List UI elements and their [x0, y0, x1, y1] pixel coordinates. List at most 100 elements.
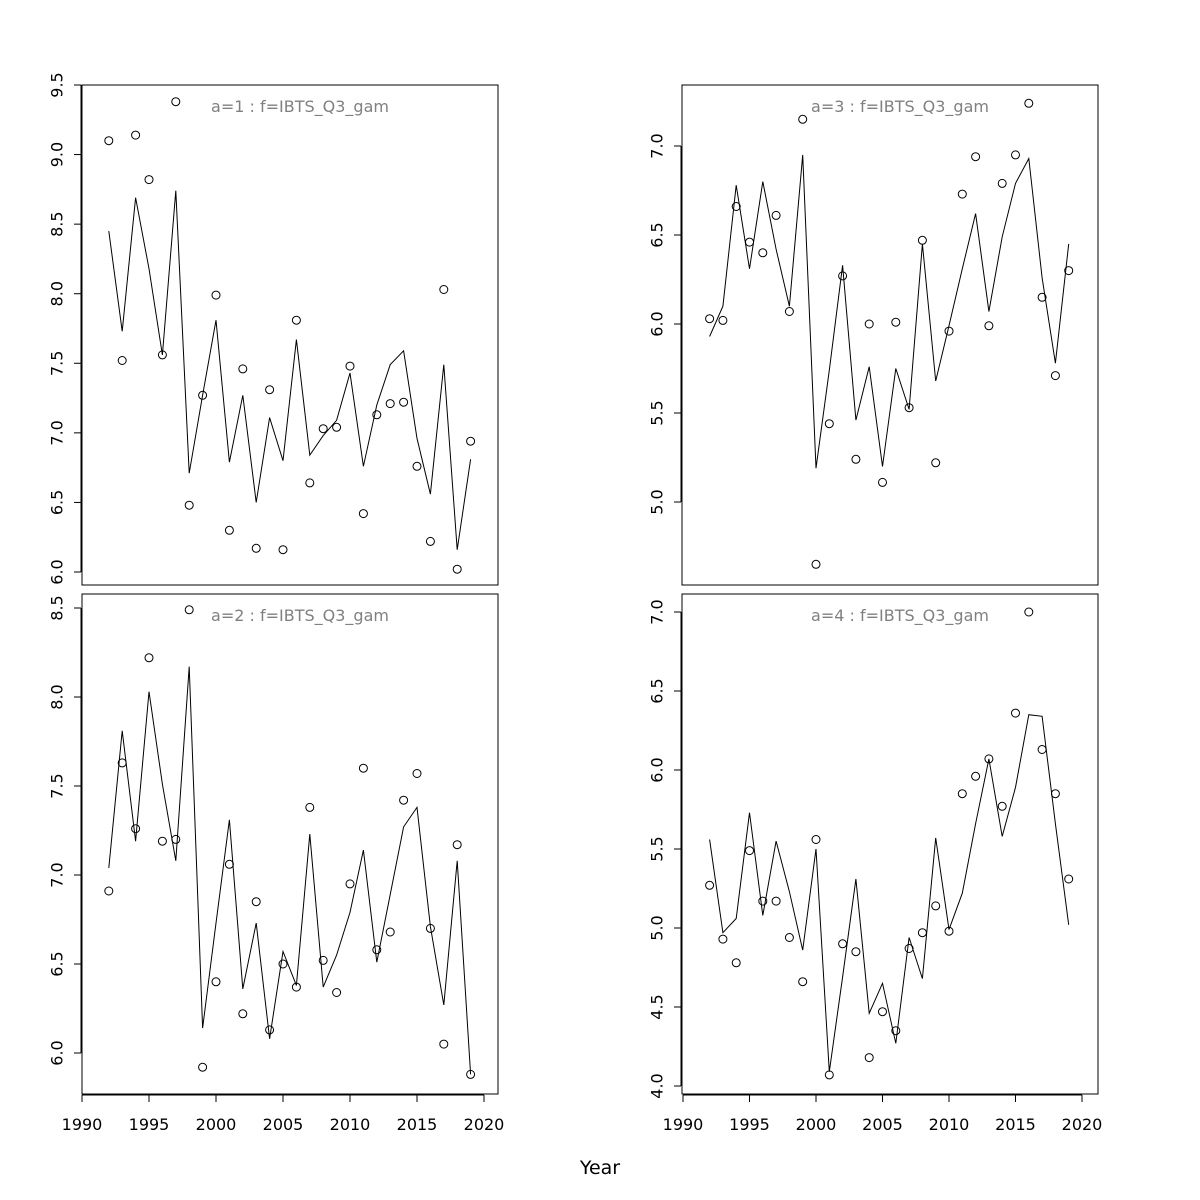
fitted-line	[108, 666, 472, 1075]
observed-point	[878, 1007, 887, 1017]
observed-point	[705, 314, 715, 324]
observed-point	[251, 897, 261, 907]
observed-point	[798, 977, 808, 987]
panel-title: a=3 : f=IBTS_Q3_gam	[811, 97, 989, 117]
x-tick-label: 1995	[729, 1115, 770, 1134]
observed-point	[771, 210, 781, 220]
observed-point	[838, 271, 848, 281]
observed-point	[1050, 371, 1060, 381]
observed-point	[278, 545, 288, 555]
observed-point	[385, 399, 395, 409]
panel-a2: a=2 : f=IBTS_Q3_gam 6.0 6.5 7.0 7.5 8.0 8.5	[48, 593, 499, 1095]
observed-point	[891, 317, 901, 327]
y-tick-label: 5.0	[648, 489, 667, 514]
observed-point	[1064, 266, 1074, 276]
y-tick-label: 7.5	[48, 351, 67, 376]
observed-point	[1011, 150, 1020, 160]
observed-point	[984, 321, 994, 331]
observed-point	[851, 454, 861, 464]
x-tick-label: 2010	[929, 1115, 970, 1134]
y-tick-label: 4.0	[648, 1073, 667, 1098]
y-tick-label: 4.5	[648, 994, 667, 1019]
observed-point	[745, 237, 754, 247]
observed-point	[358, 509, 368, 519]
panel-a4: a=4 : f=IBTS_Q3_gam 4.0 4.5 5.0 5.5 6.0 6.5 7.0	[648, 593, 1099, 1099]
observed-point	[864, 319, 874, 329]
observed-point	[917, 928, 927, 938]
observed-point	[824, 1070, 834, 1080]
observed-point	[171, 97, 181, 107]
observed-point	[345, 879, 355, 889]
y-tick-label: 9.0	[48, 142, 67, 167]
y-tick-label: 6.0	[48, 559, 67, 584]
observed-point	[265, 1025, 275, 1035]
observed-point	[758, 896, 768, 906]
observed-point	[184, 605, 194, 615]
observed-point	[412, 461, 422, 471]
observed-point	[131, 824, 141, 834]
y-tick-label: 7.5	[48, 773, 67, 798]
observed-point	[332, 422, 342, 432]
panel-title: a=2 : f=IBTS_Q3_gam	[211, 606, 389, 626]
observed-point	[372, 945, 382, 955]
observed-point	[224, 525, 234, 535]
observed-point	[784, 933, 794, 942]
observed-point	[251, 543, 261, 553]
observed-point	[385, 927, 395, 937]
x-tick-label: 2000	[196, 1115, 237, 1134]
y-tick-label: 8.0	[48, 684, 67, 709]
y-tick-label: 6.5	[648, 222, 667, 247]
y-tick-label: 6.0	[648, 311, 667, 336]
x-tick-label: 1990	[663, 1115, 704, 1134]
x-axis-right: 1990 1995 2000 2005 2010 2015 2020	[663, 1094, 1102, 1134]
observed-point	[705, 880, 715, 890]
observed-point	[784, 307, 794, 316]
x-axis-label: Year	[579, 1157, 620, 1179]
panel-a1: a=1 : f=IBTS_Q3_gam 6.0 6.5 7.0 7.5 8.0 8.5 9.0…	[48, 72, 499, 586]
observed-point	[1037, 292, 1047, 302]
y-tick-label: 9.5	[48, 72, 67, 97]
observed-point	[917, 235, 927, 245]
y-tick-label: 6.5	[648, 678, 667, 703]
observed-point	[224, 859, 234, 869]
observed-point	[238, 364, 248, 374]
observed-point	[305, 802, 315, 812]
fitted-line	[108, 190, 472, 550]
x-tick-label: 2005	[862, 1115, 903, 1134]
observed-point	[265, 385, 275, 395]
observed-point	[997, 178, 1007, 188]
observed-point	[731, 958, 741, 968]
x-axis-left: 1990 1995 2000 2005 2010 2015 2020	[62, 1094, 504, 1134]
observed-point	[931, 901, 941, 911]
observed-point	[984, 754, 994, 764]
panel-title: a=1 : f=IBTS_Q3_gam	[211, 97, 389, 117]
observed-point	[1024, 607, 1034, 617]
y-tick-label: 6.0	[648, 757, 667, 782]
panel-frame	[681, 593, 1099, 1095]
observed-point	[278, 959, 288, 969]
observed-point	[412, 769, 422, 778]
y-tick-label: 7.0	[648, 599, 667, 624]
observed-point	[971, 152, 981, 162]
observed-point	[1011, 708, 1020, 718]
y-tick-label: 5.0	[648, 915, 667, 940]
observed-point	[318, 955, 328, 965]
y-tick-label: 6.5	[48, 490, 67, 515]
y-tick-label: 8.0	[48, 281, 67, 306]
y-tick-label: 7.0	[48, 420, 67, 445]
observed-point	[878, 477, 887, 487]
observed-point	[758, 248, 768, 258]
observed-point	[838, 939, 848, 949]
observed-point	[291, 315, 301, 325]
observed-point	[971, 771, 981, 781]
observed-point	[811, 835, 821, 844]
observed-point	[425, 536, 435, 546]
observed-point	[211, 290, 221, 300]
observed-point	[851, 947, 861, 957]
y-tick-label: 6.0	[48, 1040, 67, 1065]
fitted-line	[709, 714, 1070, 1072]
panel-frame	[81, 84, 499, 586]
observed-point	[891, 1026, 901, 1036]
observed-point	[104, 886, 114, 896]
observed-point	[211, 977, 221, 987]
